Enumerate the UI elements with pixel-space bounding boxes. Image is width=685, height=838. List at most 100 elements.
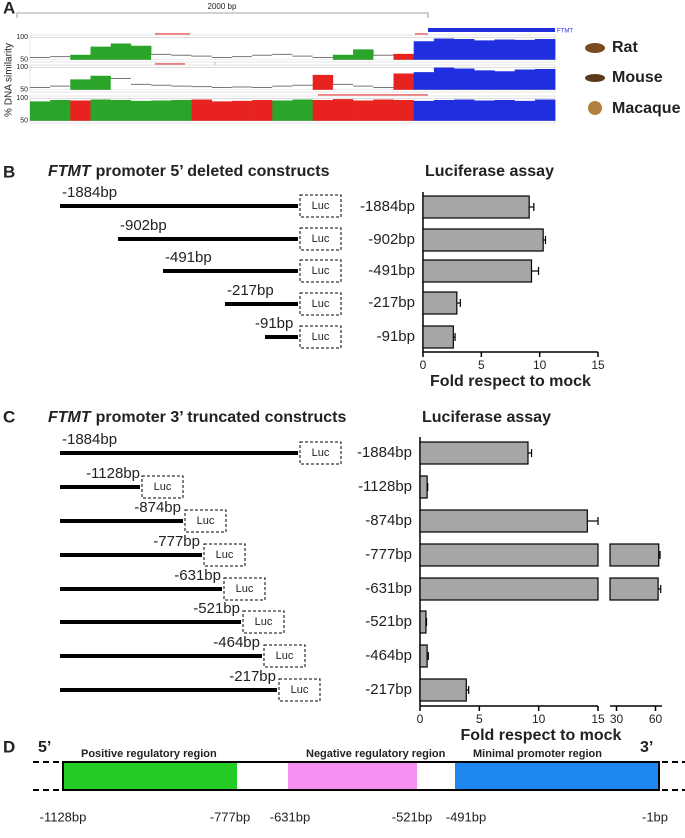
y-tick-label: -777bp bbox=[365, 546, 412, 563]
x-tick-label: 15 bbox=[591, 712, 605, 726]
macaque-icon bbox=[588, 101, 602, 115]
similarity-column bbox=[332, 99, 354, 121]
x-tick-label: 30 bbox=[610, 712, 624, 726]
y-tick-label: 50 bbox=[20, 57, 28, 64]
y-tick-label: -521bp bbox=[365, 613, 412, 630]
similarity-column bbox=[514, 40, 536, 60]
similarity-column bbox=[474, 40, 495, 60]
similarity-column bbox=[151, 85, 172, 90]
similarity-column bbox=[50, 56, 71, 60]
chart-title: Luciferase assay bbox=[422, 409, 551, 426]
similarity-column bbox=[272, 54, 293, 60]
panel-title: FTMT promoter 5’ deleted constructs bbox=[48, 163, 330, 180]
similarity-column bbox=[29, 101, 51, 121]
similarity-column bbox=[50, 100, 71, 121]
similarity-column bbox=[494, 100, 515, 121]
construct-label: -521bp bbox=[193, 600, 240, 617]
region-box bbox=[455, 762, 659, 790]
construct-label: -777bp bbox=[153, 533, 200, 550]
bar bbox=[422, 228, 544, 252]
luc-box bbox=[299, 441, 342, 465]
position-label: -777bp bbox=[210, 809, 250, 824]
similarity-column bbox=[413, 101, 435, 121]
rat-icon bbox=[585, 43, 605, 53]
luc-box bbox=[184, 509, 227, 533]
three-prime: 3’ bbox=[640, 739, 653, 756]
similarity-column bbox=[353, 86, 374, 90]
similarity-column bbox=[413, 72, 435, 90]
mouse-icon bbox=[585, 74, 605, 82]
luc-label: Luc bbox=[291, 684, 309, 696]
bar bbox=[609, 577, 659, 601]
bar bbox=[609, 543, 660, 567]
position-label: -631bp bbox=[270, 809, 310, 824]
similarity-column bbox=[494, 39, 515, 60]
similarity-column bbox=[292, 85, 313, 90]
position-label: -1128bp bbox=[40, 809, 87, 824]
y-tick-label: -464bp bbox=[365, 647, 412, 664]
similarity-column bbox=[433, 39, 455, 60]
similarity-column bbox=[130, 84, 152, 90]
x-tick-label: 15 bbox=[591, 358, 605, 372]
similarity-column bbox=[110, 100, 132, 121]
gene-bar bbox=[428, 28, 555, 32]
similarity-column bbox=[292, 56, 313, 60]
region-label: Positive regulatory region bbox=[81, 748, 217, 760]
construct-label: -631bp bbox=[174, 567, 221, 584]
x-tick-label: 0 bbox=[420, 358, 427, 372]
luc-box bbox=[203, 543, 246, 567]
bar bbox=[419, 543, 599, 567]
luc-label: Luc bbox=[312, 447, 330, 459]
species-label: Macaque bbox=[612, 100, 681, 117]
five-prime: 5’ bbox=[38, 739, 51, 756]
species-label: Rat bbox=[612, 39, 638, 56]
similarity-column bbox=[50, 86, 71, 90]
similarity-column bbox=[252, 100, 273, 121]
x-tick-label: 10 bbox=[532, 712, 546, 726]
similarity-column bbox=[393, 74, 414, 90]
similarity-column bbox=[474, 70, 495, 90]
luc-label: Luc bbox=[312, 233, 330, 245]
construct-label: -464bp bbox=[213, 634, 260, 651]
luc-box bbox=[242, 610, 285, 634]
similarity-column bbox=[231, 56, 253, 60]
y-tick-label: -874bp bbox=[365, 512, 412, 529]
species-label: Mouse bbox=[612, 69, 663, 86]
bar bbox=[419, 441, 529, 465]
y-tick-label: -1128bp bbox=[358, 478, 412, 495]
similarity-column bbox=[353, 100, 374, 121]
similarity-column bbox=[413, 41, 435, 60]
similarity-column bbox=[90, 47, 111, 60]
similarity-column bbox=[332, 55, 354, 60]
gap-box bbox=[237, 762, 288, 790]
similarity-column bbox=[130, 46, 152, 60]
region-label: Negative regulatory region bbox=[306, 748, 446, 760]
y-axis-label: % DNA similarity bbox=[4, 43, 15, 117]
similarity-column bbox=[514, 69, 536, 90]
y-tick-label: -91bp bbox=[377, 328, 415, 345]
similarity-column bbox=[534, 100, 556, 121]
luc-box bbox=[299, 325, 342, 349]
y-tick-label: 100 bbox=[16, 95, 28, 102]
construct-label: -91bp bbox=[255, 315, 293, 332]
luc-box bbox=[278, 678, 321, 702]
similarity-column bbox=[332, 84, 354, 90]
similarity-column bbox=[353, 49, 374, 60]
luc-label: Luc bbox=[197, 515, 215, 527]
similarity-column bbox=[90, 100, 111, 121]
position-label: -1bp bbox=[642, 809, 668, 824]
y-tick-label: -1884bp bbox=[357, 444, 412, 461]
construct-label: -491bp bbox=[165, 249, 212, 266]
region-box bbox=[63, 762, 237, 790]
luc-label: Luc bbox=[255, 616, 273, 628]
similarity-column bbox=[312, 75, 334, 90]
similarity-column bbox=[312, 57, 334, 60]
similarity-column bbox=[191, 86, 212, 90]
similarity-column bbox=[231, 87, 253, 90]
bar bbox=[419, 644, 428, 668]
luc-label: Luc bbox=[312, 331, 330, 343]
bar bbox=[422, 259, 533, 283]
similarity-column bbox=[534, 39, 556, 60]
similarity-column bbox=[252, 87, 273, 90]
